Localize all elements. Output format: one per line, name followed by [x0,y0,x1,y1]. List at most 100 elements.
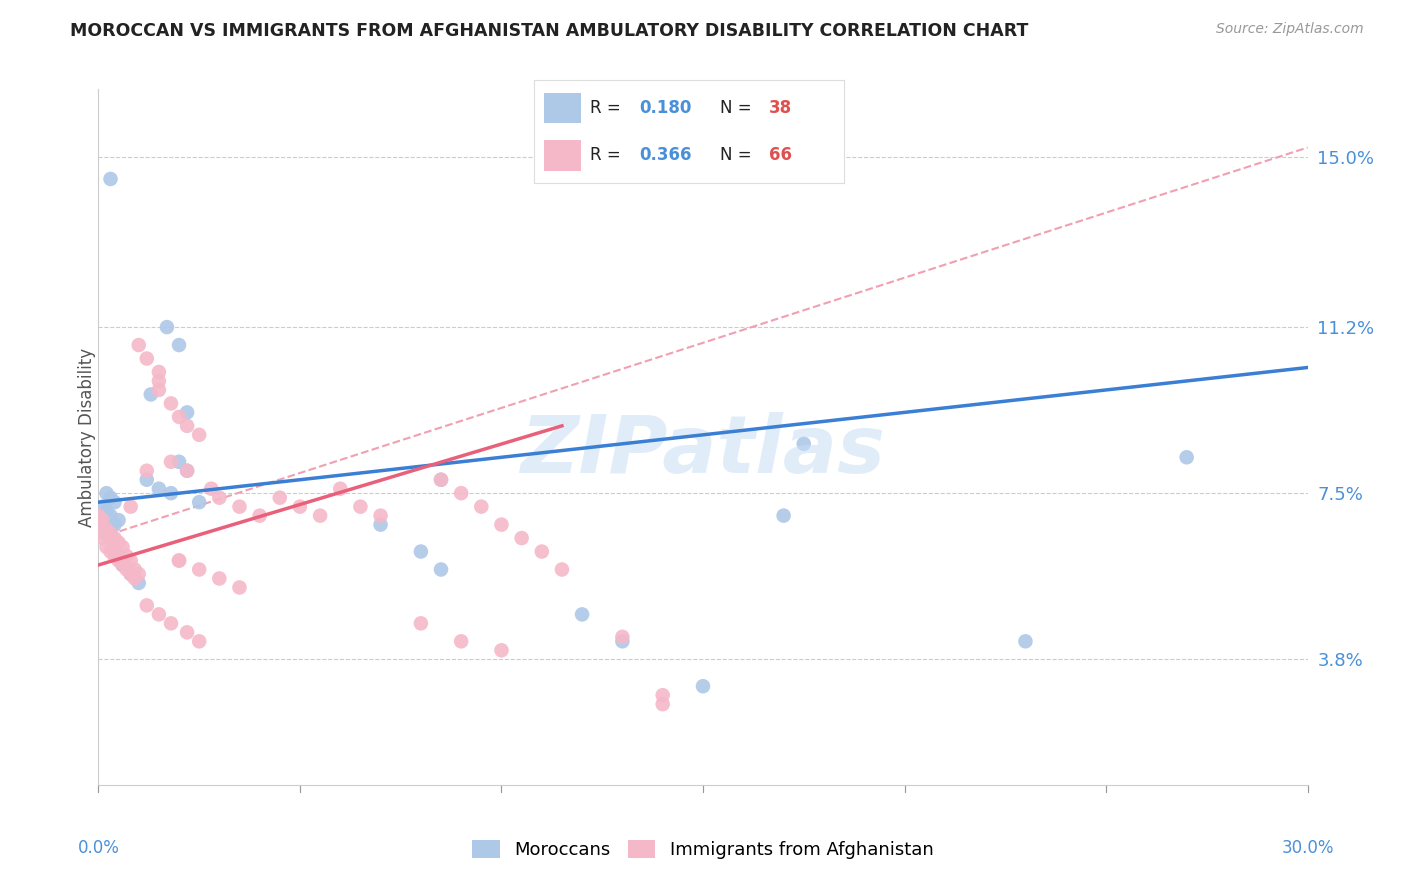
Point [491,517,513,532]
Point [551,562,574,576]
Point [188,562,211,576]
Text: R =: R = [591,146,626,164]
Point [188,427,211,442]
Point [571,607,593,622]
Point [176,464,198,478]
Point [160,455,183,469]
Point [120,553,142,567]
Point [208,572,231,586]
Point [128,566,150,581]
Point [167,338,190,352]
Point [288,500,311,514]
Point [167,553,190,567]
Point [450,486,472,500]
Point [228,581,250,595]
Point [450,634,472,648]
Point [124,562,146,576]
Text: ZIPatlas: ZIPatlas [520,412,886,490]
Point [100,491,122,505]
Bar [544,93,581,123]
Point [91,531,114,545]
Point [103,549,125,563]
Point [176,625,198,640]
Point [91,513,114,527]
Point [200,482,222,496]
Point [772,508,794,523]
Text: N =: N = [720,99,756,117]
Point [96,504,118,518]
Point [176,464,198,478]
Point [430,562,453,576]
Point [96,522,118,536]
Point [100,172,122,186]
Point [115,549,138,563]
Point [208,491,231,505]
Text: 0.366: 0.366 [640,146,692,164]
Point [103,531,125,545]
Point [793,437,815,451]
Point [124,572,146,586]
Point [96,486,118,500]
Point [107,513,129,527]
Point [148,482,170,496]
Point [103,540,125,554]
Point [430,473,453,487]
Point [87,508,110,523]
Point [612,630,634,644]
Point [269,491,291,505]
Text: 0.180: 0.180 [640,99,692,117]
Point [111,558,134,572]
Point [139,387,162,401]
Text: 38: 38 [769,99,793,117]
Point [470,500,492,514]
Point [111,558,134,572]
Text: N =: N = [720,146,756,164]
Point [128,338,150,352]
Legend: Moroccans, Immigrants from Afghanistan: Moroccans, Immigrants from Afghanistan [465,832,941,866]
Point [176,418,198,433]
Point [370,517,392,532]
Point [148,383,170,397]
Point [100,526,122,541]
Point [1014,634,1036,648]
Point [309,508,332,523]
Point [120,566,142,581]
Point [96,540,118,554]
Point [103,517,125,532]
Point [612,634,634,648]
Point [249,508,271,523]
Point [160,396,183,410]
Point [96,526,118,541]
Point [530,544,553,558]
Point [491,643,513,657]
Point [128,576,150,591]
Text: R =: R = [591,99,626,117]
Point [167,409,190,424]
Point [91,500,114,514]
Point [107,549,129,563]
Point [409,544,432,558]
Point [409,616,432,631]
Point [148,365,170,379]
Point [87,517,110,532]
Point [430,473,453,487]
Point [370,508,392,523]
Point [510,531,533,545]
Point [135,599,157,613]
Text: 66: 66 [769,146,793,164]
Point [329,482,352,496]
Point [651,697,673,711]
Point [135,473,157,487]
Point [120,500,142,514]
Text: 30.0%: 30.0% [1281,838,1334,857]
Point [188,495,211,509]
Point [115,562,138,576]
Point [107,553,129,567]
Point [167,455,190,469]
Point [228,500,250,514]
Point [160,486,183,500]
Text: 0.0%: 0.0% [77,838,120,857]
Point [160,616,183,631]
Point [176,405,198,419]
Point [148,374,170,388]
